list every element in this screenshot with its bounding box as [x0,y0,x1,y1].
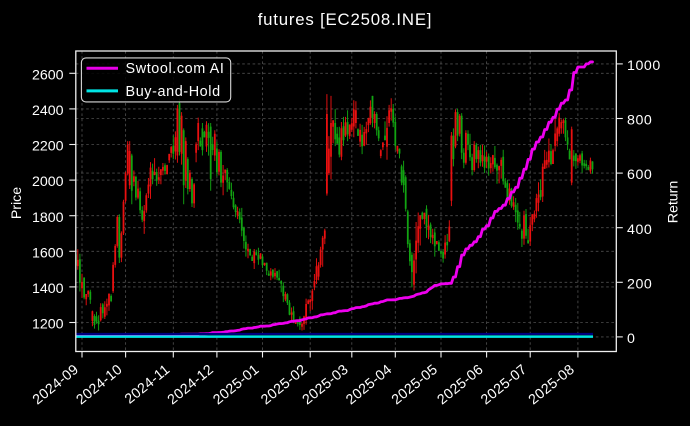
svg-text:1800: 1800 [32,210,64,226]
svg-text:0: 0 [627,331,635,347]
svg-text:800: 800 [627,113,652,129]
svg-text:1000: 1000 [627,58,661,74]
svg-text:600: 600 [627,167,652,183]
svg-text:200: 200 [627,276,652,292]
svg-text:2400: 2400 [32,103,64,119]
svg-text:2600: 2600 [32,67,64,83]
svg-text:Price: Price [9,187,25,219]
svg-text:2000: 2000 [32,174,64,190]
svg-text:1600: 1600 [32,245,64,261]
svg-text:400: 400 [627,222,652,238]
svg-text:Swtool.com AI: Swtool.com AI [126,61,225,77]
svg-text:Return: Return [666,181,682,224]
svg-text:1400: 1400 [32,281,64,297]
svg-text:futures [EC2508.INE]: futures [EC2508.INE] [258,10,433,29]
svg-text:Buy-and-Hold: Buy-and-Hold [126,84,221,100]
svg-text:1200: 1200 [32,317,64,333]
svg-text:2200: 2200 [32,139,64,155]
